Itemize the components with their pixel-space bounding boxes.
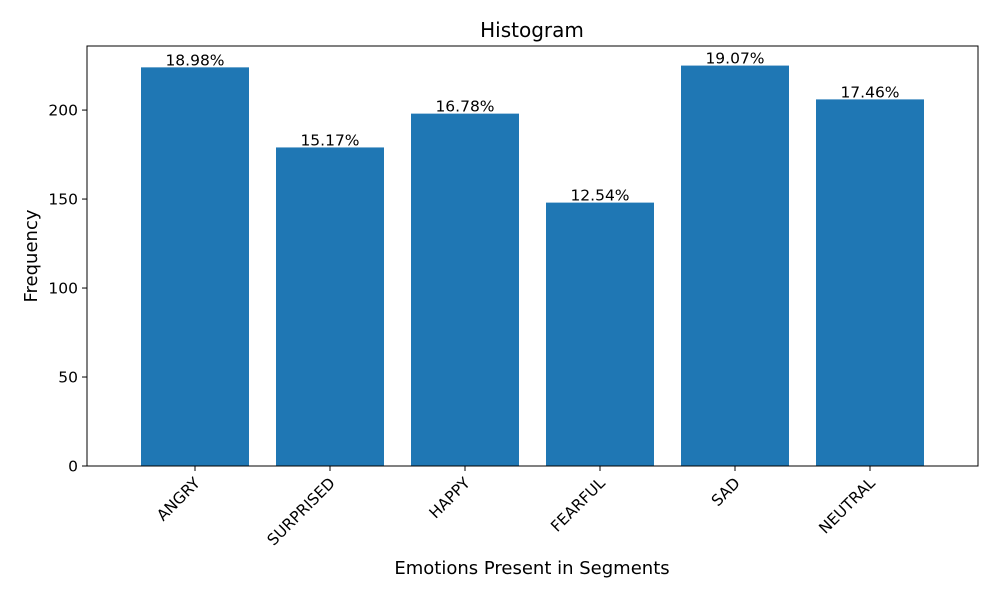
data-label-happy: 16.78% bbox=[435, 98, 494, 116]
x-tick-label-angry: ANGRY bbox=[153, 474, 204, 525]
bar-sad bbox=[681, 65, 789, 467]
chart-title: Histogram bbox=[480, 18, 584, 42]
x-tick-label-happy: HAPPY bbox=[426, 474, 475, 523]
data-label-neutral: 17.46% bbox=[840, 83, 899, 101]
data-label-sad: 19.07% bbox=[705, 50, 764, 68]
y-axis-label: Frequency bbox=[21, 209, 42, 302]
x-tick-label-surprised: SURPRISED bbox=[264, 474, 339, 549]
data-label-fearful: 12.54% bbox=[570, 187, 629, 205]
y-tick-label-200: 200 bbox=[48, 102, 78, 120]
x-axis-label: Emotions Present in Segments bbox=[394, 558, 669, 579]
bar-neutral bbox=[816, 99, 924, 466]
plot-frame bbox=[86, 45, 979, 467]
y-tick-label-150: 150 bbox=[48, 191, 78, 209]
x-tick-label-sad: SAD bbox=[708, 474, 744, 510]
bar-fearful bbox=[546, 202, 654, 466]
data-label-angry: 18.98% bbox=[165, 51, 224, 69]
bars-layer: 18.98% 15.17% 16.78% 12.54% 19.07% 17.46% bbox=[141, 50, 924, 467]
x-tick-label-fearful: FEARFUL bbox=[547, 474, 609, 536]
y-tick-label-0: 0 bbox=[68, 458, 78, 476]
y-tick-label-100: 100 bbox=[48, 280, 78, 298]
bar-angry bbox=[141, 67, 249, 467]
x-tick-label-neutral: NEUTRAL bbox=[815, 474, 879, 538]
data-label-surprised: 15.17% bbox=[300, 131, 359, 149]
bar-surprised bbox=[276, 147, 384, 466]
y-tick-label-50: 50 bbox=[58, 369, 78, 387]
bar-happy bbox=[411, 113, 519, 466]
